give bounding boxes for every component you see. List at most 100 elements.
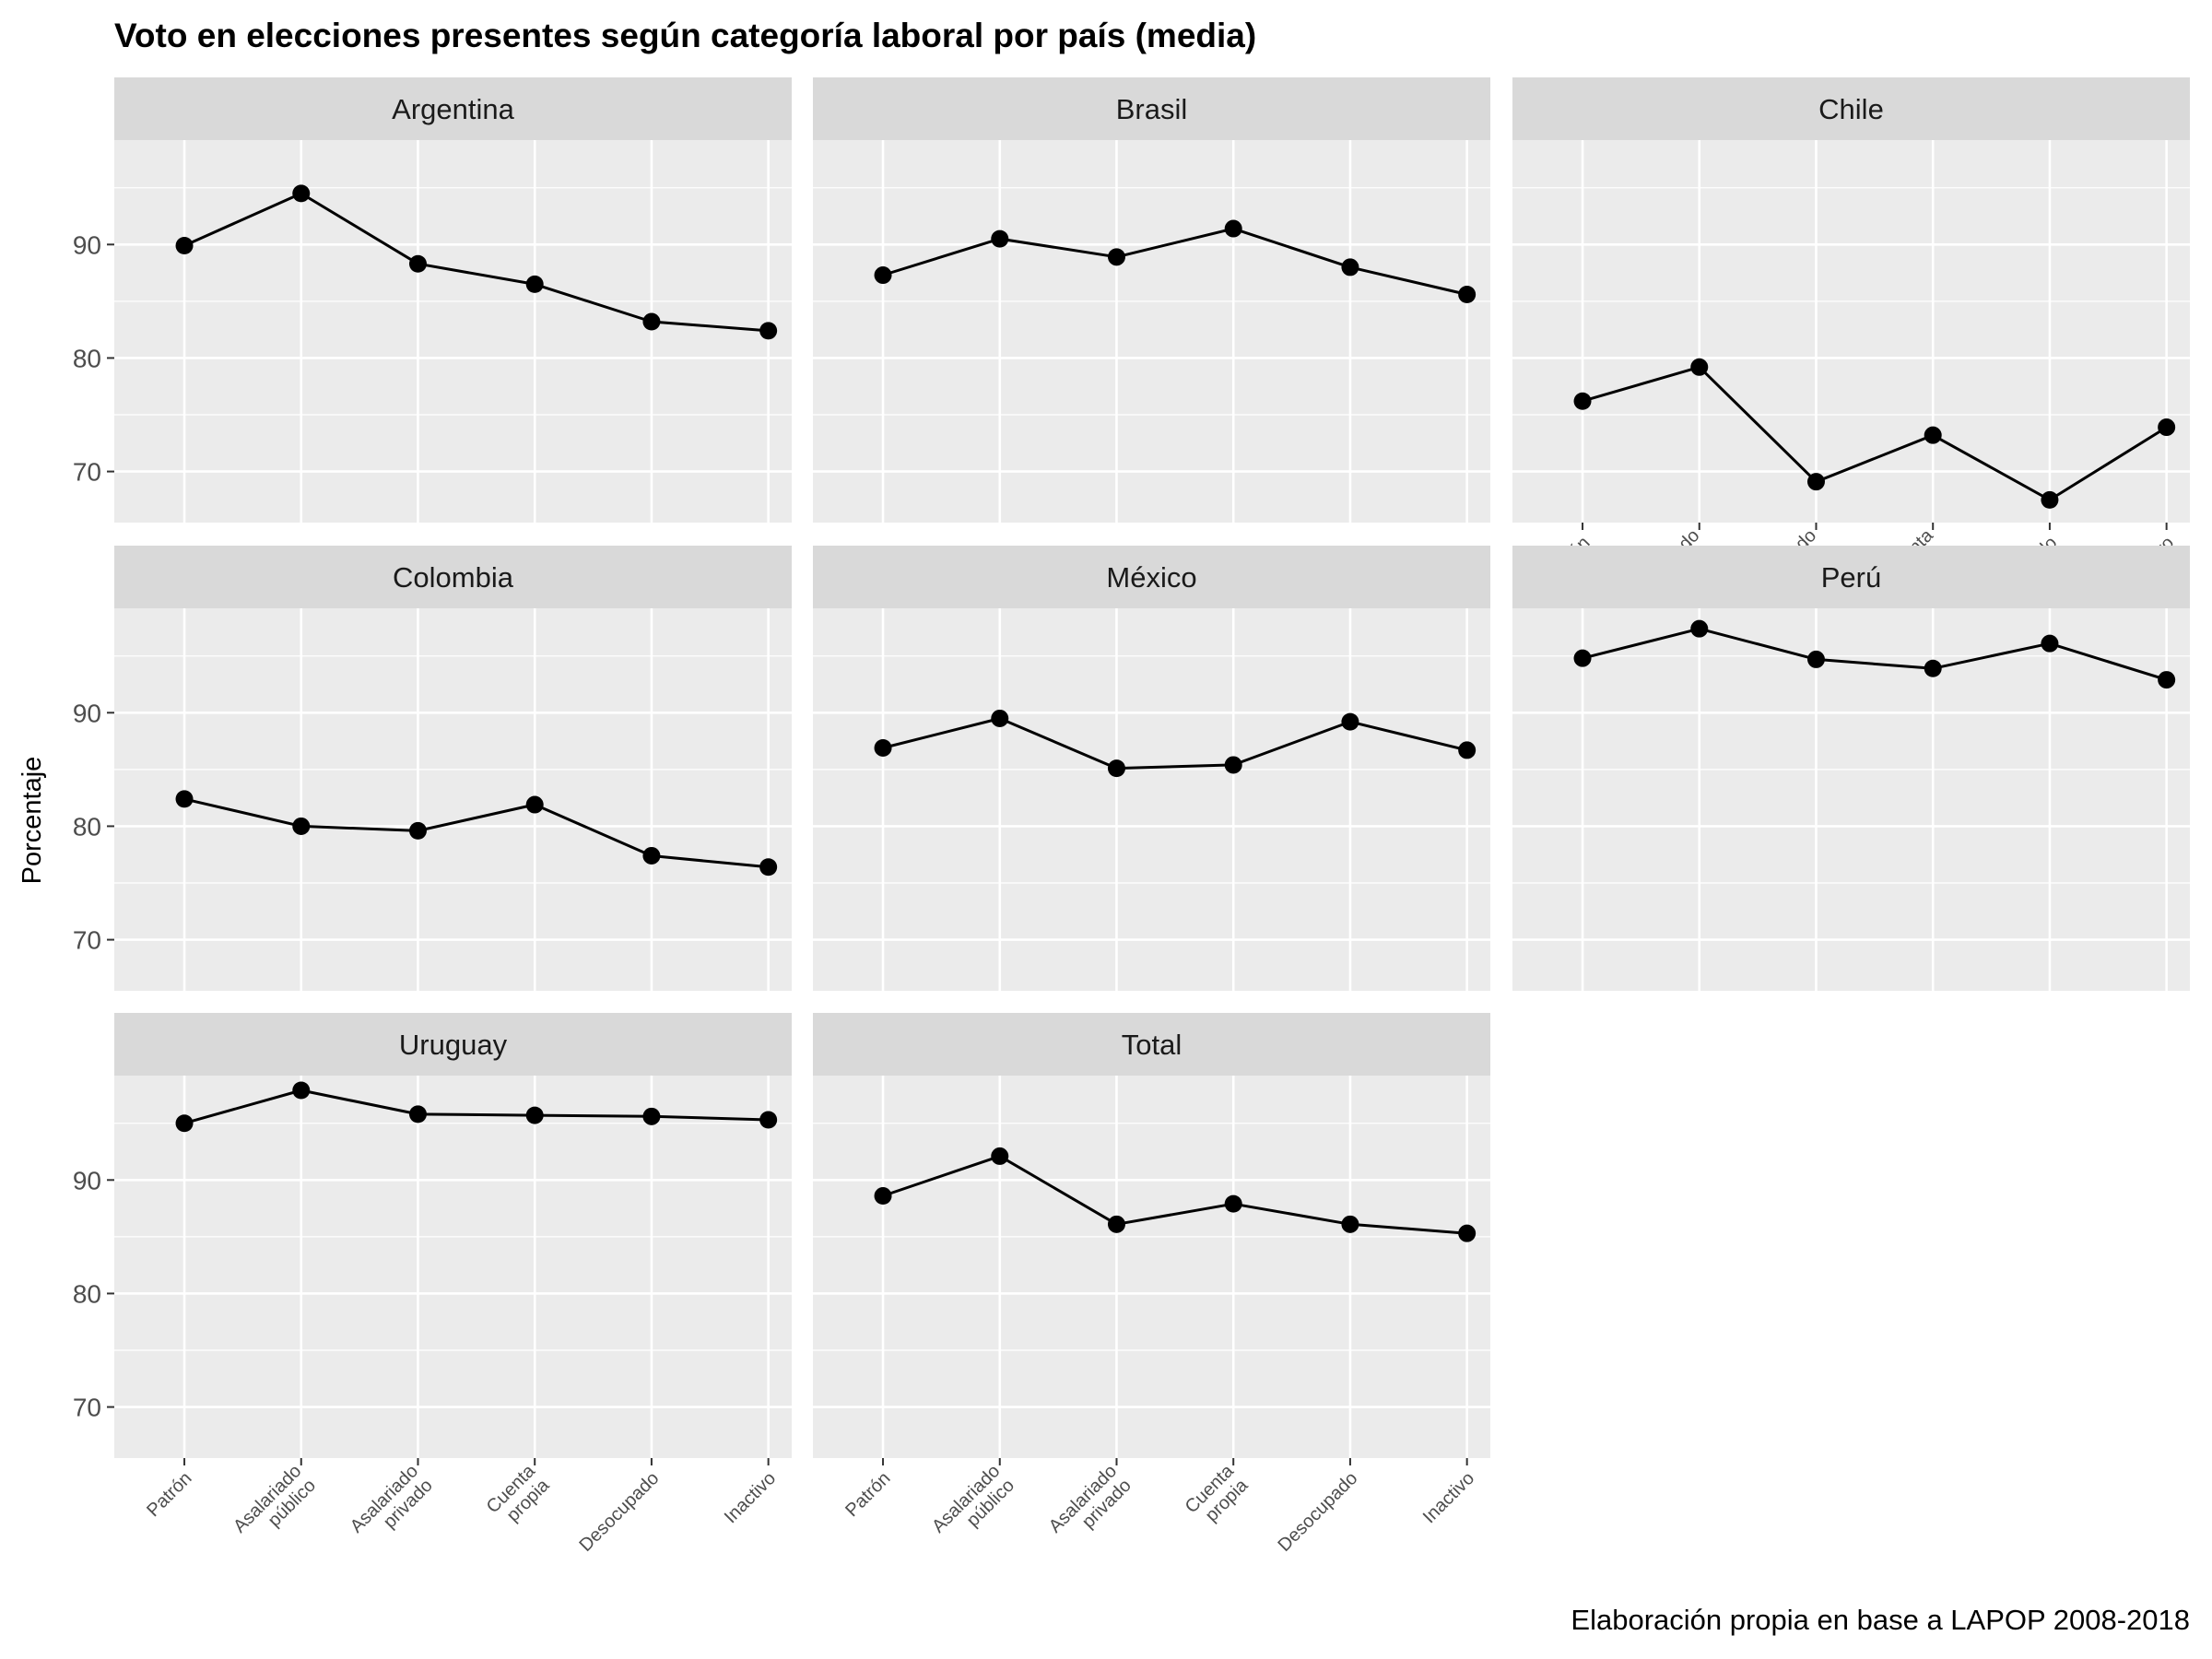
series-line-colombia (183, 797, 769, 869)
facet-strip (1512, 77, 2190, 140)
data-point-asalariado-privado (1806, 473, 1825, 491)
facet-strip-label: México (1106, 561, 1196, 594)
data-point-desocupado (1341, 712, 1359, 731)
panel-argentina: Argentina 70 80 90 (73, 77, 792, 523)
x-tick-label: Asalariadoprivado (1045, 1461, 1135, 1551)
facet-strip-label: Colombia (393, 561, 514, 594)
x-tick-label-line: Patrón (143, 1468, 195, 1521)
data-point-asalariado-privado (1107, 1215, 1125, 1233)
data-point-asalariado-publico (1690, 358, 1709, 376)
facet-strip-label: Chile (1818, 93, 1884, 125)
data-point-cuenta-propia (1224, 756, 1242, 774)
data-point-desocupado (2041, 490, 2059, 509)
data-point-inactivo (759, 322, 778, 340)
facet-strip-label: Uruguay (399, 1029, 508, 1061)
x-tick-label: Desocupado (575, 1468, 663, 1556)
data-point-inactivo (1458, 1224, 1477, 1242)
data-point-patron (1573, 649, 1592, 667)
data-point-cuenta-propia (525, 795, 544, 814)
data-point-patron (874, 1187, 892, 1206)
series-line-argentina (183, 192, 769, 333)
data-point-cuenta-propia (1924, 426, 1942, 444)
data-point-inactivo (759, 858, 778, 877)
data-point-cuenta-propia (1924, 659, 1942, 677)
x-tick-label: Inactivo (1419, 1468, 1478, 1527)
panel-background (114, 1076, 792, 1458)
data-point-desocupado (642, 846, 661, 865)
series-line-total (882, 1154, 1467, 1235)
y-tick-label: 90 (73, 230, 101, 259)
series-line-chile (1582, 365, 2168, 501)
data-point-asalariado-privado (408, 1105, 427, 1124)
series-line-brasil (882, 227, 1468, 296)
data-point-desocupado (642, 1107, 661, 1125)
x-tick-label-line: Desocupado (575, 1468, 663, 1556)
y-tick-label: 90 (73, 699, 101, 727)
panel-background (813, 608, 1490, 991)
y-tick-label: 70 (73, 926, 101, 955)
y-tick-label: 70 (73, 1394, 101, 1422)
panels-layer: Argentina 70 80 90 Brasil Chile Patrón Asalaria… (73, 77, 2190, 1556)
facet-strip-label: Brasil (1116, 93, 1188, 125)
panel-background (813, 1076, 1490, 1458)
data-point-asalariado-privado (1107, 759, 1125, 778)
data-point-asalariado-publico (1690, 619, 1709, 638)
data-point-patron (874, 738, 892, 757)
x-tick-label-line: Patrón (841, 1468, 894, 1521)
data-point-asalariado-publico (292, 184, 311, 203)
x-tick-label: Cuentapropia (483, 1461, 554, 1532)
facet-strip-label: Total (1122, 1029, 1182, 1061)
x-tick-label: Asalariadopúblico (928, 1461, 1018, 1551)
facet-strip-label: Perú (1821, 561, 1881, 594)
x-tick-label: Patrón (841, 1468, 894, 1521)
chart-caption: Elaboración propia en base a LAPOP 2008-… (1571, 1604, 2190, 1636)
panel-uruguay: Uruguay 70 80 90 Patrón Asalariadopúblico Asal… (73, 1013, 792, 1556)
data-point-asalariado-publico (991, 709, 1009, 727)
x-tick-label: Patrón (143, 1468, 195, 1521)
data-point-asalariado-privado (1806, 650, 1825, 668)
data-point-patron (175, 790, 194, 808)
data-point-inactivo (2158, 418, 2176, 437)
data-point-cuenta-propia (525, 1106, 544, 1124)
chart-title: Voto en elecciones presentes según categ… (114, 17, 1256, 54)
panel-brasil: Brasil (813, 77, 1490, 523)
data-point-patron (874, 266, 892, 285)
x-tick-label: Inactivo (721, 1468, 780, 1527)
y-tick-label: 70 (73, 458, 101, 487)
data-point-inactivo (1458, 741, 1477, 759)
data-point-asalariado-privado (408, 254, 427, 273)
data-point-asalariado-privado (1107, 248, 1125, 266)
data-point-cuenta-propia (525, 275, 544, 293)
series-line-mexico (882, 717, 1468, 771)
panel-background (114, 608, 792, 991)
x-tick-label-line: Inactivo (721, 1468, 780, 1527)
panel-total: Total Patrón Asalariadopúblico Asalariadopr… (813, 1013, 1490, 1556)
panel-colombia: Colombia 70 80 90 (73, 546, 792, 991)
data-point-desocupado (1341, 1215, 1359, 1233)
facet-strip (114, 77, 792, 140)
panel-background (114, 140, 792, 523)
data-point-asalariado-publico (292, 1081, 311, 1100)
panel-peru: Perú (1512, 546, 2190, 991)
x-tick-label-line: Desocupado (1274, 1468, 1361, 1556)
x-tick-label: Asalariadoprivado (347, 1461, 437, 1551)
data-point-asalariado-publico (991, 229, 1009, 248)
data-point-desocupado (642, 312, 661, 331)
data-point-desocupado (1341, 258, 1359, 276)
panel-mexico: México (813, 546, 1490, 991)
y-tick-label: 80 (73, 812, 101, 841)
data-point-inactivo (759, 1111, 778, 1129)
facet-strip (1512, 546, 2190, 608)
y-axis-label: Porcentaje (18, 757, 47, 885)
data-point-inactivo (1458, 285, 1477, 303)
facet-strip (813, 1013, 1490, 1076)
data-point-desocupado (2041, 634, 2059, 653)
facet-strip-label: Argentina (392, 93, 514, 125)
y-tick-label: 80 (73, 1279, 101, 1308)
series-line-peru (1582, 627, 2168, 682)
series-line-uruguay (183, 1088, 769, 1125)
panel-background (1512, 608, 2190, 991)
facet-strip (114, 546, 792, 608)
data-point-asalariado-privado (408, 821, 427, 840)
data-point-inactivo (2158, 671, 2176, 689)
